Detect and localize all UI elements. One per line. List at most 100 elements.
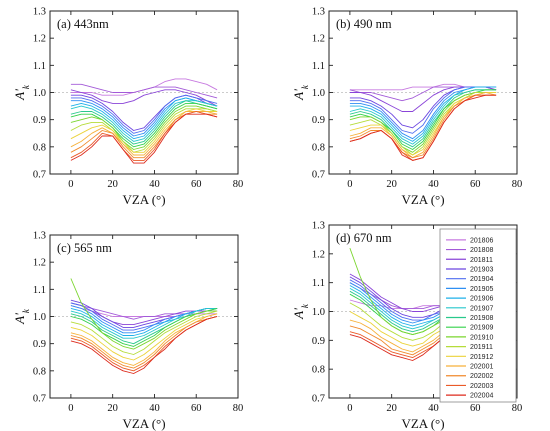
x-axis-title: VZA (°) [122,416,165,431]
y-tick-label: 1.1 [33,61,46,72]
series-line-202001 [70,111,218,156]
series-line-202002 [70,111,218,159]
y-axis-title: A'k [12,84,31,101]
series-line-201910 [70,278,218,350]
x-tick-label: 80 [512,403,523,414]
x-tick-label: 40 [428,403,439,414]
y-axis-title: A'k [291,303,310,320]
legend-box [439,228,517,403]
x-tick-label: 60 [470,403,481,414]
series-line-201912 [349,92,497,156]
y-axis-title: A'k [291,84,310,101]
series-line-201905 [349,86,497,140]
x-tick-label: 0 [347,403,352,414]
legend-label: 201806 [470,237,493,244]
x-tick-label: 40 [149,403,160,414]
legend-label: 201909 [470,325,493,332]
x-tick-label: 80 [512,179,523,190]
y-tick-label: 1.1 [312,61,325,72]
x-tick-label: 80 [233,403,244,414]
series-line-202002 [70,316,218,369]
chart-panel-1: 0 20 40 60 80 0.7 0.8 0.9 1.0 1.1 1.2 1.3 (a) 443nm V… [12,7,243,208]
legend-label: 201811 [470,257,493,264]
panel-title: (a) 443nm [57,17,109,31]
y-tick-label: 1.2 [33,34,46,45]
x-tick-label: 0 [68,403,73,414]
y-tick-label: 0.7 [312,394,325,405]
series-line-201909 [70,102,218,148]
x-tick-label: 20 [107,403,118,414]
series-line-201911 [349,92,497,156]
series-line-201908 [70,100,218,145]
legend-label: 201904 [470,276,493,283]
series-line-202004 [70,113,218,164]
legend-label: 201907 [470,305,493,312]
x-tick-label: 60 [191,403,202,414]
y-tick-label: 1.3 [33,7,46,18]
y-tick-label: 1.2 [312,249,325,260]
y-tick-label: 0.8 [33,142,46,153]
series-line-202002 [349,94,497,159]
series-line-201904 [349,86,497,134]
y-tick-label: 0.8 [312,365,325,376]
panel-title: (b) 490 nm [336,17,392,31]
x-axis-title: VZA (°) [122,192,165,207]
x-axis-title: VZA (°) [401,416,444,431]
y-tick-label: 0.9 [33,115,46,126]
legend-label: 201903 [470,266,493,273]
legend-label: 201905 [470,286,493,293]
series-line-201910 [349,92,497,153]
chart-panel-3: 0 20 40 60 80 0.7 0.8 0.9 1.0 1.1 1.2 1.3 (c) 565 nm… [12,231,243,431]
y-tick-label: 1.0 [33,88,46,99]
y-tick-label: 0.8 [312,142,325,153]
series-line-202003 [70,111,218,161]
series-line-201808 [70,83,218,99]
legend-label: 202003 [470,383,493,390]
y-tick-label: 1.3 [33,231,46,242]
x-tick-label: 40 [428,179,439,190]
x-tick-label: 0 [347,179,352,190]
legend-label: 201908 [470,315,493,322]
y-tick-label: 1.2 [312,34,325,45]
y-tick-label: 1.0 [33,312,46,323]
y-tick-label: 1.1 [33,285,46,296]
chart-panel-2: 0 20 40 60 80 0.7 0.8 0.9 1.0 1.1 1.2 1.3 (b) 490 nm… [291,7,522,208]
series-line-201906 [349,86,497,142]
series-line-201907 [70,307,218,339]
series-line-201912 [70,313,218,361]
series-line-202004 [70,316,218,374]
y-tick-label: 0.9 [312,115,325,126]
series-line-202001 [349,92,497,159]
legend-label: 202001 [470,364,493,371]
series-line-201904 [70,94,218,134]
legend-label: 201808 [470,247,493,254]
series-line-201909 [70,307,218,347]
series-line-201811 [70,302,218,326]
x-tick-label: 20 [107,179,118,190]
legend-label: 201911 [470,344,493,351]
y-tick-label: 0.8 [33,366,46,377]
y-tick-label: 0.7 [33,394,46,405]
legend-label: 202004 [470,393,493,400]
y-axis-title: A'k [12,308,31,325]
x-tick-label: 0 [68,179,73,190]
legend-label: 201912 [470,354,493,361]
series-line-201906 [70,97,218,140]
y-tick-label: 1.3 [312,221,325,232]
legend-label: 202002 [470,373,493,380]
legend: 201806 201808 201811 201903 201904 201905 2019… [439,228,517,403]
y-tick-label: 0.7 [33,170,46,181]
y-tick-label: 0.9 [33,339,46,350]
legend-label: 201906 [470,296,493,303]
y-tick-label: 1.3 [312,7,325,18]
series-line-201912 [70,108,218,153]
x-tick-label: 20 [386,179,397,190]
series-line-201808 [349,86,497,102]
x-tick-label: 80 [233,179,244,190]
y-tick-label: 1.1 [312,278,325,289]
panel-title: (c) 565 nm [57,241,112,255]
x-axis-title: VZA (°) [401,192,444,207]
y-tick-label: 1.0 [312,88,325,99]
